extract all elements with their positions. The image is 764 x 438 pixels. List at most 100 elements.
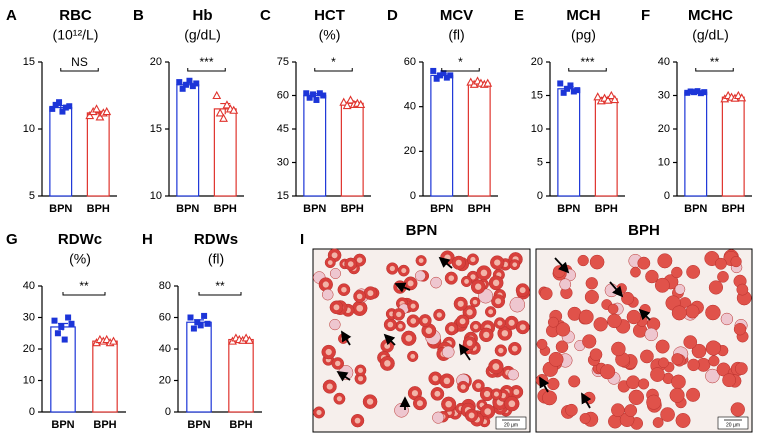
cell — [579, 413, 591, 425]
data-point — [229, 105, 239, 114]
cell — [547, 316, 559, 328]
cell-center — [501, 330, 509, 337]
y-tick-label: 0 — [410, 190, 416, 202]
cell-center — [483, 390, 491, 398]
significance-label: ** — [710, 55, 720, 69]
cell — [639, 303, 651, 316]
cell — [733, 322, 747, 336]
data-point — [65, 314, 72, 321]
cell-center — [401, 268, 407, 274]
x-tick-label: BPN — [51, 419, 74, 431]
arrow — [638, 308, 651, 321]
data-point — [59, 108, 66, 115]
y-tick-label: 40 — [159, 343, 171, 355]
data-point — [245, 335, 254, 344]
cell-center — [508, 400, 516, 408]
cell — [584, 289, 599, 305]
cell-center — [494, 259, 501, 266]
data-point — [186, 77, 193, 84]
cell-center — [387, 321, 394, 328]
data-point — [194, 319, 201, 326]
data-point — [339, 97, 349, 106]
cell-center — [470, 274, 476, 280]
cell — [607, 303, 619, 315]
cell-center — [483, 331, 490, 338]
data-point — [102, 106, 112, 116]
y-tick-label: 60 — [404, 56, 416, 68]
cell-center — [495, 298, 502, 305]
cell — [589, 348, 603, 361]
x-tick-label: BPN — [303, 203, 326, 215]
y-tick-label: 10 — [150, 190, 162, 202]
cell-center — [389, 265, 395, 272]
y-tick-label: 10 — [23, 123, 35, 135]
cell-center — [410, 318, 417, 324]
arrow — [438, 256, 453, 269]
cell — [657, 253, 673, 269]
x-tick-label: BPH — [722, 203, 745, 215]
data-point — [95, 112, 105, 121]
cell-center — [511, 345, 518, 352]
y-tick-label: 30 — [277, 156, 289, 168]
significance-label: *** — [580, 55, 594, 69]
cell-center — [492, 363, 500, 370]
cell-center — [444, 254, 451, 261]
cell — [720, 312, 734, 326]
data-point — [58, 323, 65, 330]
data-point — [433, 75, 440, 82]
cell — [686, 264, 701, 279]
data-point — [310, 91, 317, 98]
cell-center — [354, 417, 361, 424]
y-tick-label: 15 — [531, 89, 543, 101]
data-point — [610, 94, 620, 104]
data-point — [190, 325, 197, 332]
chart-subtitle: (%) — [319, 27, 341, 43]
scale-label: 20 µm — [726, 422, 740, 428]
cell — [559, 278, 572, 291]
cell-center — [498, 347, 504, 354]
data-point — [560, 89, 567, 96]
data-point — [356, 99, 366, 108]
arrow — [609, 281, 624, 298]
image-title: BPH — [628, 222, 660, 239]
x-tick-label: BPH — [595, 203, 618, 215]
cell-center — [448, 275, 455, 281]
cell-center — [336, 396, 342, 402]
cell — [585, 277, 598, 290]
bar — [92, 340, 118, 413]
arrow — [394, 282, 411, 293]
cell — [640, 349, 654, 364]
cell — [671, 374, 686, 390]
cell-center — [316, 409, 322, 416]
y-tick-label: 20 — [23, 343, 35, 355]
data-point — [313, 96, 320, 103]
cell-center — [512, 262, 518, 267]
cell — [671, 266, 683, 279]
cell — [669, 387, 685, 403]
significance-bracket — [441, 68, 480, 72]
x-tick-label: BPN — [176, 203, 199, 215]
x-tick-label: BPH — [229, 419, 252, 431]
cell — [654, 277, 670, 293]
data-point — [691, 89, 698, 96]
panel-letter: G — [6, 231, 18, 248]
cell — [577, 254, 589, 267]
data-point — [85, 110, 95, 120]
y-tick-label: 20 — [159, 374, 171, 386]
cell-center — [422, 317, 428, 324]
data-point — [687, 88, 694, 95]
data-point — [567, 82, 574, 89]
cell — [650, 367, 665, 382]
y-tick-label: 0 — [29, 406, 35, 418]
data-point — [606, 90, 616, 100]
cell — [730, 402, 745, 417]
chart-subtitle: (10¹²/L) — [53, 27, 99, 43]
cell-center — [488, 309, 494, 315]
cell — [329, 318, 341, 331]
cell-center — [519, 324, 526, 331]
arrow — [383, 333, 396, 346]
significance-label: NS — [71, 55, 88, 69]
data-point — [56, 99, 63, 106]
data-point — [320, 92, 327, 99]
cell — [628, 389, 645, 406]
